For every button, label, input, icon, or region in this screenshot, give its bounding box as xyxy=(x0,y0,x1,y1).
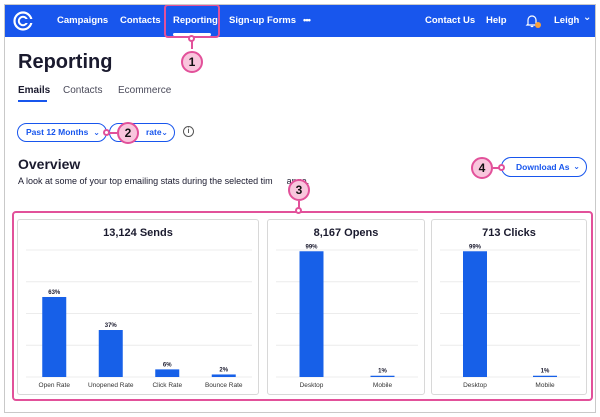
nav-reporting[interactable]: Reporting xyxy=(173,15,218,26)
category-label: Bounce Rate xyxy=(205,382,243,389)
tab-emails[interactable]: Emails xyxy=(18,85,51,96)
chevron-down-icon: ⌄ xyxy=(93,128,100,137)
callout-highlight-reporting xyxy=(164,5,220,38)
callout-dot xyxy=(188,35,195,42)
nav-contacts[interactable]: Contacts xyxy=(120,15,161,26)
bar-value-label: 1% xyxy=(378,369,387,375)
callout-dot xyxy=(498,164,505,171)
bar-open-rate xyxy=(42,296,67,377)
category-label: Desktop xyxy=(463,382,487,389)
nav-contact-us[interactable]: Contact Us xyxy=(425,15,476,26)
constant-contact-logo-icon[interactable] xyxy=(13,11,33,31)
callout-dot xyxy=(295,207,302,214)
opens-chart-title: 8,167 Opens xyxy=(313,227,379,239)
chevron-down-icon: ⌄ xyxy=(573,162,580,171)
bar-bounce-rate xyxy=(211,374,236,377)
bar-mobile xyxy=(533,375,557,377)
overview-subtitle-text: A look at some of your top emailing stat… xyxy=(18,176,273,186)
info-icon[interactable]: i xyxy=(183,126,194,137)
category-label: Mobile xyxy=(535,382,555,389)
nav-active-indicator xyxy=(173,33,211,36)
callout-badge-1: 1 xyxy=(181,51,203,73)
bar-value-label: 2% xyxy=(219,367,228,373)
callout-connector xyxy=(493,167,501,169)
bar-desktop xyxy=(463,251,487,377)
category-label: Unopened Rate xyxy=(88,382,134,389)
category-label: Desktop xyxy=(300,382,324,389)
date-range-value: Past 12 Months xyxy=(26,127,89,137)
app-window: Campaigns Contacts Reporting Sign-up For… xyxy=(4,4,596,413)
clicks-chart-card: 713 Clicks 99% Desktop 1% Mobile xyxy=(431,219,587,395)
top-nav: Campaigns Contacts Reporting Sign-up For… xyxy=(5,5,595,37)
user-menu[interactable]: Leigh xyxy=(554,15,580,26)
bar-value-label: 99% xyxy=(305,244,318,250)
notification-dot xyxy=(535,22,541,28)
bar-mobile xyxy=(370,375,395,377)
category-label: Open Rate xyxy=(39,382,71,389)
callout-connector xyxy=(298,201,300,209)
bar-value-label: 1% xyxy=(541,369,550,375)
sends-chart-title: 13,124 Sends xyxy=(103,227,173,239)
bar-value-label: 63% xyxy=(48,290,61,296)
bar-click-rate xyxy=(155,369,180,377)
opens-chart: 99% Desktop 1% Mobile xyxy=(276,244,418,389)
overview-title: Overview xyxy=(18,156,81,172)
download-as-label: Download As xyxy=(516,162,570,172)
clicks-chart-title: 713 Clicks xyxy=(482,227,536,239)
callout-badge-4: 4 xyxy=(471,157,493,179)
callout-highlight-charts xyxy=(12,211,593,401)
callout-connector xyxy=(191,38,193,49)
bar-unopened-rate xyxy=(98,330,123,377)
tab-contacts[interactable]: Contacts xyxy=(63,85,103,96)
notifications-bell-icon[interactable] xyxy=(525,14,539,28)
bar-value-label: 99% xyxy=(469,244,482,250)
callout-badge-3: 3 xyxy=(288,179,310,201)
tab-active-underline xyxy=(18,100,47,102)
tab-ecommerce[interactable]: Ecommerce xyxy=(118,85,172,96)
nav-more-icon[interactable]: ••• xyxy=(303,15,311,26)
clicks-chart: 99% Desktop 1% Mobile xyxy=(440,244,580,389)
bar-value-label: 37% xyxy=(105,323,118,329)
nav-campaigns[interactable]: Campaigns xyxy=(57,15,109,26)
date-range-select[interactable]: Past 12 Months ⌄ xyxy=(17,123,107,142)
chevron-down-icon: ⌄ xyxy=(161,128,168,137)
metric-select-value: rate xyxy=(146,127,162,137)
bar-value-label: 6% xyxy=(163,362,172,368)
bar-desktop xyxy=(299,251,324,377)
nav-signup-forms[interactable]: Sign-up Forms xyxy=(229,15,297,26)
callout-badge-2: 2 xyxy=(117,122,139,144)
sends-chart: 63% Open Rate 37% Unopened Rate 6% Click Rate… xyxy=(26,249,252,389)
opens-chart-card: 8,167 Opens 99% Desktop 1% Mobile xyxy=(267,219,425,395)
overview-subtitle: A look at some of your top emailing stat… xyxy=(18,176,309,186)
category-label: Mobile xyxy=(373,382,393,389)
nav-help[interactable]: Help xyxy=(486,15,507,26)
page-title: Reporting xyxy=(18,51,113,73)
sends-chart-card: 13,124 Sends 63% Open Rate 37% Unopened Rat… xyxy=(17,219,259,395)
download-as-button[interactable]: Download As ⌄ xyxy=(501,157,587,177)
callout-connector xyxy=(109,132,117,134)
category-label: Click Rate xyxy=(152,382,182,389)
user-menu-chevron-icon[interactable]: ⌄ xyxy=(583,12,592,23)
